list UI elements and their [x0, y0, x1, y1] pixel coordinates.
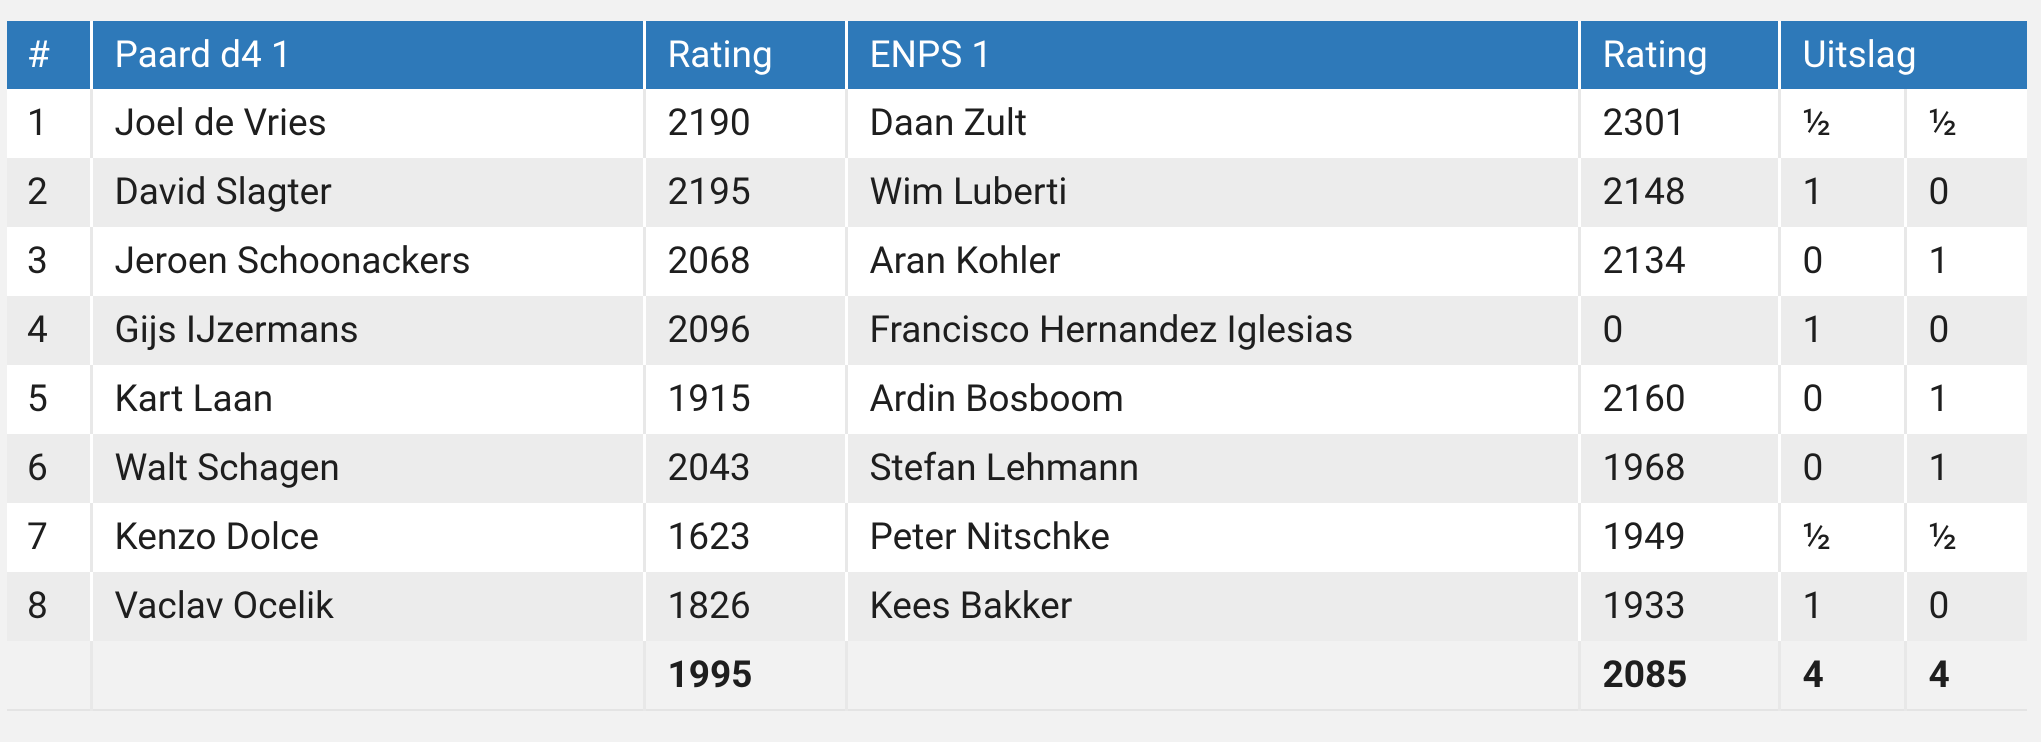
table-cell: 1 — [1777, 296, 1905, 365]
results-table: # Paard d4 1 Rating ENPS 1 Rating Uitslag 1 Jo… — [7, 21, 2027, 711]
table-cell: 8 — [7, 572, 91, 641]
header-cell: Paard d4 1 — [89, 21, 644, 89]
empty-cell — [844, 641, 1579, 711]
total-cell: 4 — [1777, 641, 1905, 711]
table-cell: 2190 — [642, 89, 846, 158]
table-cell: 1 — [1777, 572, 1905, 641]
table-cell: 0 — [1777, 365, 1905, 434]
header-cell: ENPS 1 — [844, 21, 1579, 89]
header-row: # Paard d4 1 Rating ENPS 1 Rating Uitslag — [7, 21, 2027, 89]
table-cell: 2301 — [1577, 89, 1779, 158]
table-cell: 5 — [7, 365, 91, 434]
table-row: 6 Walt Schagen 2043 Stefan Lehmann 1968 0 1 — [7, 434, 2027, 503]
total-cell: 1995 — [642, 641, 846, 711]
table-cell: 0 — [1577, 296, 1779, 365]
table-row: 4 Gijs IJzermans 2096 Francisco Hernandez I… — [7, 296, 2027, 365]
header-cell: Uitslag — [1777, 21, 2027, 89]
table-cell: 4 — [7, 296, 91, 365]
table-cell: 1623 — [642, 503, 846, 572]
table-cell: 7 — [7, 503, 91, 572]
table-row: 3 Jeroen Schoonackers 2068 Aran Kohler 2134 0… — [7, 227, 2027, 296]
table-cell: 0 — [1903, 296, 2027, 365]
table-cell: 1968 — [1577, 434, 1779, 503]
table-cell: Jeroen Schoonackers — [89, 227, 644, 296]
table-cell: 2043 — [642, 434, 846, 503]
table-cell: 2134 — [1577, 227, 1779, 296]
totals-row: 1995 2085 4 4 — [7, 641, 2027, 711]
table-cell: 2096 — [642, 296, 846, 365]
table-cell: 1 — [1903, 365, 2027, 434]
table-header: # Paard d4 1 Rating ENPS 1 Rating Uitslag — [7, 21, 2027, 89]
header-cell: Rating — [1577, 21, 1779, 89]
table-cell: 3 — [7, 227, 91, 296]
empty-cell — [89, 641, 644, 711]
table-cell: David Slagter — [89, 158, 644, 227]
table-row: 1 Joel de Vries 2190 Daan Zult 2301 ½ ½ — [7, 89, 2027, 158]
table-cell: Walt Schagen — [89, 434, 644, 503]
table-cell: 1 — [1903, 434, 2027, 503]
table-row: 7 Kenzo Dolce 1623 Peter Nitschke 1949 ½ ½ — [7, 503, 2027, 572]
total-cell: 2085 — [1577, 641, 1779, 711]
table-cell: Francisco Hernandez Iglesias — [844, 296, 1579, 365]
table-cell: 2068 — [642, 227, 846, 296]
table-cell: 0 — [1777, 434, 1905, 503]
table-cell: 2160 — [1577, 365, 1779, 434]
header-cell: Rating — [642, 21, 846, 89]
table-cell: 1826 — [642, 572, 846, 641]
table-cell: 1949 — [1577, 503, 1779, 572]
table-cell: 1 — [7, 89, 91, 158]
table-cell: Joel de Vries — [89, 89, 644, 158]
table-cell: Stefan Lehmann — [844, 434, 1579, 503]
table-cell: Kees Bakker — [844, 572, 1579, 641]
table-cell: 0 — [1903, 572, 2027, 641]
table-cell: 0 — [1903, 158, 2027, 227]
table-body: 1 Joel de Vries 2190 Daan Zult 2301 ½ ½ 2 David … — [7, 89, 2027, 641]
table-footer: 1995 2085 4 4 — [7, 641, 2027, 711]
table-cell: Aran Kohler — [844, 227, 1579, 296]
table-cell: 1 — [1903, 227, 2027, 296]
header-cell: # — [7, 21, 91, 89]
table-row: 5 Kart Laan 1915 Ardin Bosboom 2160 0 1 — [7, 365, 2027, 434]
table-cell: ½ — [1903, 503, 2027, 572]
table-row: 8 Vaclav Ocelik 1826 Kees Bakker 1933 1 0 — [7, 572, 2027, 641]
table-cell: 1 — [1777, 158, 1905, 227]
table-cell: Peter Nitschke — [844, 503, 1579, 572]
table-cell: Kenzo Dolce — [89, 503, 644, 572]
empty-cell — [7, 641, 91, 711]
total-cell: 4 — [1903, 641, 2027, 711]
table-cell: 2148 — [1577, 158, 1779, 227]
table-cell: 6 — [7, 434, 91, 503]
table-cell: 1933 — [1577, 572, 1779, 641]
table-cell: ½ — [1777, 503, 1905, 572]
table-cell: Ardin Bosboom — [844, 365, 1579, 434]
table-cell: 1915 — [642, 365, 846, 434]
table-cell: 2195 — [642, 158, 846, 227]
table-row: 2 David Slagter 2195 Wim Luberti 2148 1 0 — [7, 158, 2027, 227]
table-cell: Vaclav Ocelik — [89, 572, 644, 641]
table-cell: Daan Zult — [844, 89, 1579, 158]
table-cell: 0 — [1777, 227, 1905, 296]
table-cell: 2 — [7, 158, 91, 227]
table-cell: Wim Luberti — [844, 158, 1579, 227]
table-cell: Kart Laan — [89, 365, 644, 434]
table-cell: ½ — [1903, 89, 2027, 158]
table-cell: Gijs IJzermans — [89, 296, 644, 365]
table-cell: ½ — [1777, 89, 1905, 158]
